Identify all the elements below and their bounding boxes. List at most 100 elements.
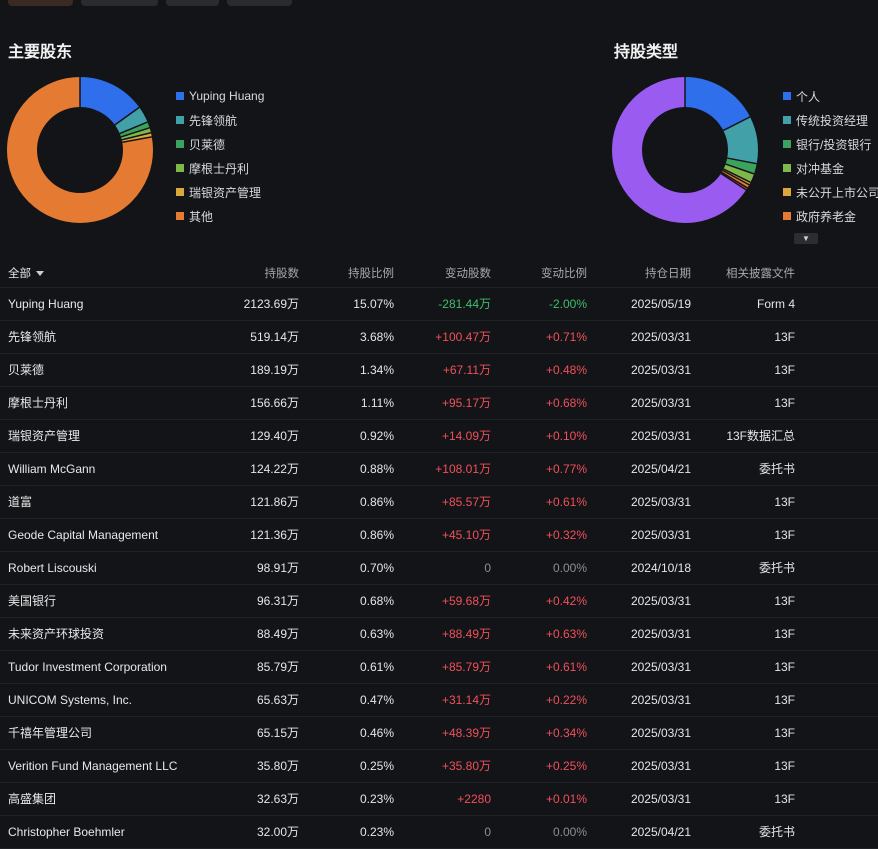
filter-label: 全部 [8,268,31,280]
cell-doc[interactable]: 13F数据汇总 [726,429,795,443]
donut-slice-divider-5 [722,169,750,186]
cell-doc[interactable]: 13F [774,660,795,674]
table-row[interactable]: Christopher Boehmler 32.00万 0.23% 0 0.00% 202… [0,816,878,849]
table-row[interactable]: 千禧年管理公司 65.15万 0.46% +48.39万 +0.34% 2025/03/3… [0,717,878,750]
cell-date: 2024/10/18 [630,561,691,575]
legend-more-button[interactable]: ▼ [794,233,818,244]
table-row[interactable]: 美国银行 96.31万 0.68% +59.68万 +0.42% 2025/03/31 13… [0,585,878,618]
cell-change: 0 [484,825,491,839]
cell-date: 2025/03/31 [630,429,691,443]
donut-slice-divider-3 [725,163,755,175]
cell-doc[interactable]: 委托书 [758,561,795,575]
cell-date: 2025/03/31 [630,330,691,344]
cell-date: 2025/03/31 [630,759,691,773]
legend-item[interactable]: Yuping Huang [176,84,264,108]
top-tab-4[interactable] [227,0,292,6]
cell-ratio: 0.23% [359,792,394,806]
legend-label: 传统投资经理 [796,113,869,128]
cell-shares: 85.79万 [256,660,299,674]
header-shares[interactable]: 持股数 [264,268,300,280]
donut-slice-divider-3 [120,127,150,138]
cell-doc[interactable]: 13F [774,594,795,608]
table-row[interactable]: Yuping Huang 2123.69万 15.07% -281.44万 -2.00%… [0,288,878,321]
cell-name: Verition Fund Management LLC [8,759,178,773]
cell-doc[interactable]: 13F [774,792,795,806]
holders-section-title: 主要股东 [8,44,73,61]
legend-item[interactable]: 先锋领航 [176,108,264,132]
cell-doc[interactable]: 13F [774,759,795,773]
table-row[interactable]: UNICOM Systems, Inc. 65.63万 0.47% +31.14万 +0… [0,684,878,717]
table-row[interactable]: William McGann 124.22万 0.88% +108.01万 +0.77%… [0,453,878,486]
cell-change-ratio: +0.63% [545,627,587,641]
legend-item[interactable]: 瑞银资产管理 [176,180,264,204]
cell-doc[interactable]: 委托书 [758,825,795,839]
legend-item[interactable]: 摩根士丹利 [176,156,264,180]
legend-item[interactable]: 传统投资经理 [783,108,878,132]
cell-ratio: 0.61% [359,660,394,674]
cell-change: +48.39万 [441,726,491,740]
donut-slice-divider-2 [119,121,148,135]
cell-shares: 156.66万 [250,396,299,410]
legend-item[interactable]: 政府养老金 [783,204,878,228]
cell-ratio: 15.07% [353,297,394,311]
table-row[interactable]: Tudor Investment Corporation 85.79万 0.61% +… [0,651,878,684]
table-row[interactable]: 先锋领航 519.14万 3.68% +100.47万 +0.71% 2025/03/31… [0,321,878,354]
cell-doc[interactable]: 13F [774,627,795,641]
legend-item[interactable]: 个人 [783,84,878,108]
cell-doc[interactable]: 委托书 [758,462,795,476]
types-section-title: 持股类型 [614,44,679,61]
table-row[interactable]: 道富 121.86万 0.86% +85.57万 +0.61% 2025/03/31 13F [0,486,878,519]
header-ratio[interactable]: 持股比例 [348,268,394,280]
donut-slice-divider-1 [114,106,140,126]
table-row[interactable]: 高盛集团 32.63万 0.23% +2280 +0.01% 2025/03/31 13F [0,783,878,816]
legend-swatch [783,140,791,148]
legend-item[interactable]: 银行/投资银行 [783,132,878,156]
top-tab-2[interactable] [81,0,158,6]
cell-doc[interactable]: 13F [774,330,795,344]
legend-swatch [176,164,184,172]
cell-shares: 129.40万 [250,429,299,443]
cell-doc[interactable]: 13F [774,726,795,740]
header-change[interactable]: 变动股数 [445,268,491,280]
legend-label: 瑞银资产管理 [189,185,262,200]
filter-dropdown[interactable]: 全部 [8,256,44,292]
cell-name: William McGann [8,462,96,476]
table-row[interactable]: 贝莱德 189.19万 1.34% +67.11万 +0.48% 2025/03/31 13… [0,354,878,387]
holders-table: 全部 持股数 持股比例 变动股数 变动比例 持仓日期 相关披露文件 Yuping… [0,256,878,849]
table-row[interactable]: 未来资产环球投资 88.49万 0.63% +88.49万 +0.63% 2025/03/… [0,618,878,651]
cell-shares: 32.00万 [256,825,299,839]
legend-item[interactable]: 贝莱德 [176,132,264,156]
cell-name: 美国银行 [8,594,57,608]
cell-doc[interactable]: 13F [774,396,795,410]
cell-doc[interactable]: 13F [774,693,795,707]
cell-ratio: 0.86% [359,528,394,542]
cell-shares: 88.49万 [256,627,299,641]
cell-ratio: 0.47% [359,693,394,707]
donut-slice-divider-1 [722,116,751,132]
top-tab-3[interactable] [166,0,219,6]
top-tab-1[interactable] [8,0,73,6]
legend-item[interactable]: 未公开上市公司 [783,180,878,204]
cell-change: +100.47万 [435,330,491,344]
table-row[interactable]: Robert Liscouski 98.91万 0.70% 0 0.00% 2024/10… [0,552,878,585]
legend-item[interactable]: 对冲基金 [783,156,878,180]
header-date[interactable]: 持仓日期 [645,268,691,280]
cell-doc[interactable]: 13F [774,495,795,509]
table-row[interactable]: 瑞银资产管理 129.40万 0.92% +14.09万 +0.10% 2025/03/3… [0,420,878,453]
cell-name: 瑞银资产管理 [8,429,81,443]
legend-item[interactable]: 其他 [176,204,264,228]
table-row[interactable]: Verition Fund Management LLC 35.80万 0.25% +… [0,750,878,783]
cell-ratio: 3.68% [359,330,394,344]
cell-ratio: 0.46% [359,726,394,740]
legend-label: 贝莱德 [189,137,226,152]
cell-doc[interactable]: 13F [774,363,795,377]
cell-date: 2025/03/31 [630,792,691,806]
cell-doc[interactable]: 13F [774,528,795,542]
table-row[interactable]: Geode Capital Management 121.36万 0.86% +45.… [0,519,878,552]
cell-change: +59.68万 [441,594,491,608]
cell-doc[interactable]: Form 4 [756,297,795,311]
cell-change: +35.80万 [441,759,491,773]
caret-down-icon [36,271,44,277]
header-change-ratio[interactable]: 变动比例 [541,268,587,280]
table-row[interactable]: 摩根士丹利 156.66万 1.11% +95.17万 +0.68% 2025/03/31… [0,387,878,420]
